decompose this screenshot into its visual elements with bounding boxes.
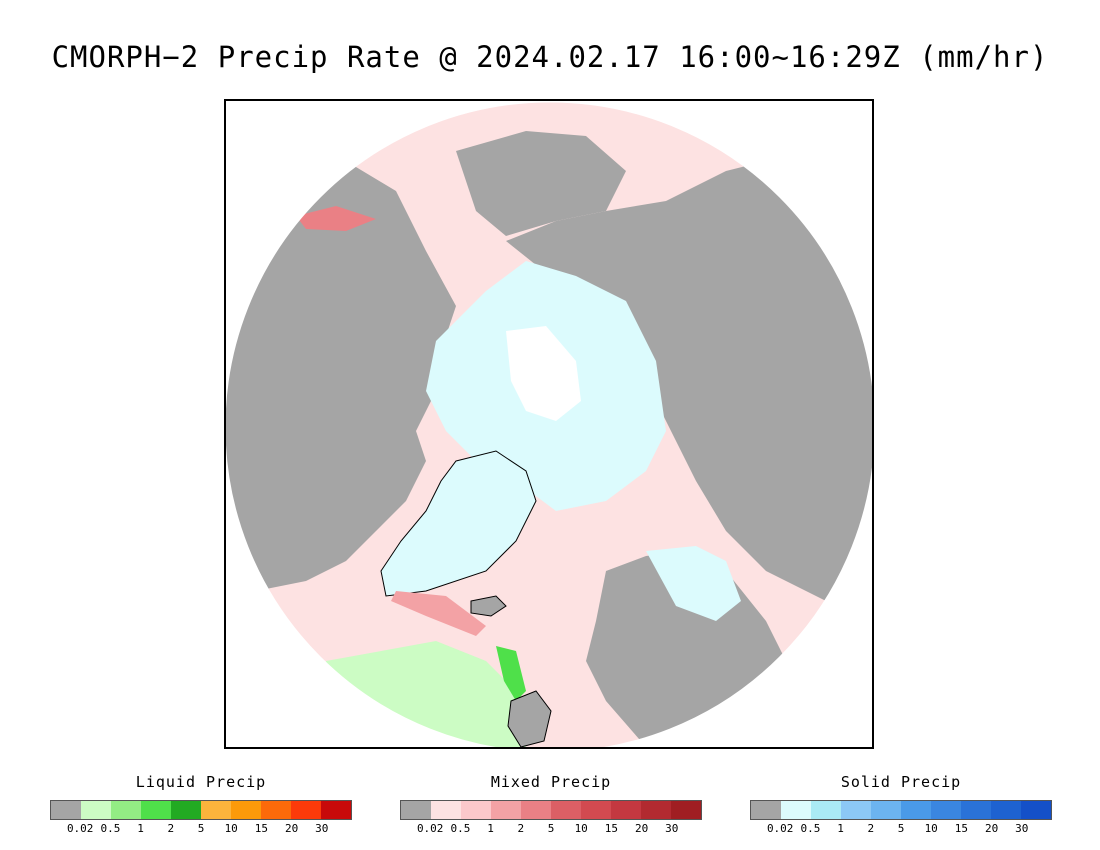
atlantic-liquid-precip-moderate — [496, 646, 526, 701]
legend-swatch — [291, 801, 321, 819]
legend-swatch — [171, 801, 201, 819]
legend-mixed: Mixed Precip 0.02 0.5 1 2 5 10 15 20 30 — [400, 772, 702, 838]
legend-swatch — [231, 801, 261, 819]
barents-ice-region — [646, 546, 741, 621]
legend-tick-label: 30 — [1015, 822, 1029, 835]
legend-swatch — [611, 801, 641, 819]
legend-swatch — [991, 801, 1021, 819]
map-disk-edge — [226, 101, 872, 747]
legend-tick-label: 0.02 — [66, 822, 94, 835]
legend-tick-label: 15 — [954, 822, 969, 835]
legend-swatch — [491, 801, 521, 819]
legend-tick-label: 10 — [574, 822, 588, 835]
land-iceland — [470, 595, 507, 617]
legend-tick-label: 20 — [284, 822, 299, 835]
legend-swatch — [781, 801, 811, 819]
legend-tick-label: 0.02 — [766, 822, 794, 835]
north-pole-area — [506, 326, 581, 421]
legend-swatch — [401, 801, 431, 819]
legend-solid-title: Solid Precip — [840, 773, 962, 791]
legend-mixed-bar — [400, 800, 702, 820]
legend-liquid: Liquid Precip 0.02 0.5 1 2 5 10 15 20 30 — [50, 772, 352, 838]
polar-map — [224, 99, 874, 749]
legend-swatch — [201, 801, 231, 819]
legend-tick-label: 1 — [137, 822, 144, 835]
legend-swatch — [51, 801, 81, 819]
legend-mixed-ticks: 0.02 0.5 1 2 5 10 15 20 30 — [400, 822, 702, 838]
legend-tick-label: 20 — [634, 822, 649, 835]
legend-swatch — [431, 801, 461, 819]
legend-tick-label: 0.02 — [416, 822, 444, 835]
land-north-america — [226, 161, 456, 601]
legend-swatch — [141, 801, 171, 819]
legend-swatch — [521, 801, 551, 819]
legend-liquid-bar — [50, 800, 352, 820]
legend-swatch — [751, 801, 781, 819]
legend-solid: Solid Precip 0.02 0.5 1 2 5 10 15 20 30 — [750, 772, 1052, 838]
legend-tick-label: 30 — [665, 822, 679, 835]
legend-swatch — [551, 801, 581, 819]
legend-swatch — [321, 801, 351, 819]
legend-tick-label: 0.5 — [100, 822, 121, 835]
legend-swatch — [111, 801, 141, 819]
legend-swatch — [581, 801, 611, 819]
legend-swatch — [931, 801, 961, 819]
legend-swatch — [261, 801, 291, 819]
land-british-isles — [507, 690, 552, 747]
legend-tick-label: 5 — [897, 822, 905, 835]
legend-mixed-title: Mixed Precip — [490, 773, 612, 791]
legend-tick-label: 15 — [254, 822, 269, 835]
legend-solid-bar — [750, 800, 1052, 820]
legend-tick-label: 1 — [837, 822, 844, 835]
legend-swatch — [461, 801, 491, 819]
legend-tick-label: 10 — [924, 822, 938, 835]
legend-tick-label: 2 — [867, 822, 875, 835]
legend-swatch — [1021, 801, 1051, 819]
land-greenland — [380, 450, 537, 597]
legend-swatch — [961, 801, 991, 819]
land-chukotka — [456, 131, 626, 236]
legend-swatch — [841, 801, 871, 819]
chart-title: CMORPH−2 Precip Rate @ 2024.02.17 16:00~… — [51, 40, 1049, 74]
legend-tick-label: 2 — [167, 822, 175, 835]
legend-tick-label: 15 — [604, 822, 619, 835]
legend-solid-ticks: 0.02 0.5 1 2 5 10 15 20 30 — [750, 822, 1052, 838]
legend-tick-label: 1 — [487, 822, 494, 835]
legend-swatch — [81, 801, 111, 819]
legend-tick-label: 30 — [315, 822, 329, 835]
legend-swatch — [671, 801, 701, 819]
legend-liquid-title: Liquid Precip — [135, 773, 267, 791]
greenland-mixed-precip — [391, 591, 486, 636]
legend-swatch — [811, 801, 841, 819]
legend-liquid-ticks: 0.02 0.5 1 2 5 10 15 20 30 — [50, 822, 352, 838]
legend-tick-label: 2 — [517, 822, 525, 835]
legend-tick-label: 5 — [197, 822, 205, 835]
legend-swatch — [871, 801, 901, 819]
legend-tick-label: 10 — [224, 822, 238, 835]
alaska-mixed-precip — [296, 206, 376, 231]
land-siberia — [506, 161, 872, 601]
legend-tick-label: 0.5 — [450, 822, 471, 835]
legend-tick-label: 20 — [984, 822, 999, 835]
legend-tick-label: 0.5 — [800, 822, 821, 835]
legend-tick-label: 5 — [547, 822, 555, 835]
legend-swatch — [641, 801, 671, 819]
legend-swatch — [901, 801, 931, 819]
